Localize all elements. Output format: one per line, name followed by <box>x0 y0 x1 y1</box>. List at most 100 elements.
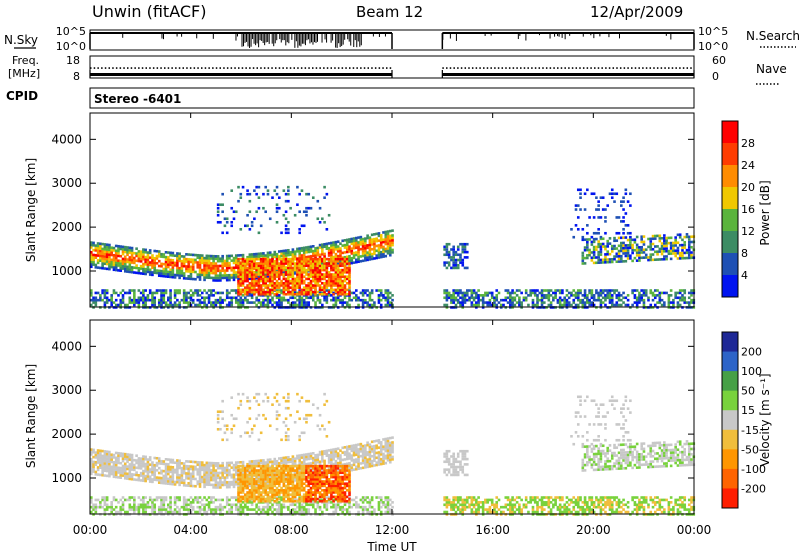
scatter-cell <box>332 243 335 247</box>
scatter-cell <box>114 510 118 514</box>
scatter-cell <box>651 258 655 262</box>
scatter-cell <box>207 269 211 272</box>
cpid-label: CPID <box>6 89 38 103</box>
scatter-cell <box>191 477 195 481</box>
scatter-cell <box>189 260 193 264</box>
scatter-cell <box>595 245 598 249</box>
scatter-cell <box>162 294 166 297</box>
scatter-cell <box>257 271 261 274</box>
scatter-cell <box>196 275 200 279</box>
scatter-cell <box>622 200 625 203</box>
scatter-cell <box>225 503 229 507</box>
scatter-cell <box>203 496 206 499</box>
scatter-cell <box>463 256 467 259</box>
scatter-cell <box>291 277 295 281</box>
scatter-cell <box>377 248 381 252</box>
scatter-cell <box>94 451 98 454</box>
scatter-cell <box>160 459 163 463</box>
scatter-cell <box>225 257 229 260</box>
scatter-cell <box>110 260 113 264</box>
scatter-cell <box>99 296 102 300</box>
scatter-cell <box>626 244 630 247</box>
scatter-cell <box>538 298 542 302</box>
scatter-cell <box>574 208 578 211</box>
scatter-cell <box>459 242 462 246</box>
scatter-cell <box>225 261 229 265</box>
scatter-cell <box>302 256 306 259</box>
scatter-cell <box>687 301 691 304</box>
scatter-cell <box>244 264 247 268</box>
scatter-cell <box>287 192 290 196</box>
scatter-cell <box>210 276 213 280</box>
scatter-cell <box>382 240 385 244</box>
scatter-cell <box>629 231 632 235</box>
scatter-cell <box>126 267 129 271</box>
scatter-cell <box>590 303 594 307</box>
scatter-cell <box>266 303 270 307</box>
scatter-cell <box>223 224 227 228</box>
scatter-cell <box>268 271 272 274</box>
scatter-cell <box>565 301 569 304</box>
scatter-cell <box>282 264 286 268</box>
scatter-cell <box>384 289 388 292</box>
scatter-cell <box>334 266 338 270</box>
scatter-cell <box>182 481 186 485</box>
scatter-cell <box>375 254 378 257</box>
scatter-cell <box>246 493 249 496</box>
scatter-cell <box>375 289 378 292</box>
scatter-cell <box>253 262 256 265</box>
scatter-cell <box>142 508 145 511</box>
scatter-cell <box>341 264 345 268</box>
scatter-cell <box>144 250 147 254</box>
scatter-cell <box>649 258 653 262</box>
scatter-cell <box>232 424 236 428</box>
scatter-cell <box>608 260 612 264</box>
scatter-cell <box>94 503 98 507</box>
scatter-cell <box>214 486 218 489</box>
scatter-cell <box>268 217 272 221</box>
scatter-cell <box>176 257 179 260</box>
scatter-cell <box>151 273 154 277</box>
scatter-cell <box>205 254 209 258</box>
scatter-cell <box>244 268 247 272</box>
scatter-cell <box>105 455 109 458</box>
scatter-cell <box>101 262 104 265</box>
scatter-cell <box>361 294 365 297</box>
scatter-cell <box>597 253 600 257</box>
scatter-cell <box>264 298 268 302</box>
scatter-cell <box>583 192 587 196</box>
scatter-cell <box>314 264 317 268</box>
scatter-cell <box>488 291 492 295</box>
scatter-cell <box>257 461 261 465</box>
scatter-cell <box>379 236 383 240</box>
scatter-cell <box>121 247 125 251</box>
scatter-cell <box>99 259 102 262</box>
scatter-cell <box>307 286 311 289</box>
scatter-cell <box>171 465 175 469</box>
scatter-cell <box>101 291 104 295</box>
scatter-cell <box>212 464 215 467</box>
scatter-cell <box>219 220 222 224</box>
scatter-cell <box>151 303 154 307</box>
scatter-cell <box>167 251 170 254</box>
scatter-cell <box>264 303 268 307</box>
scatter-cell <box>133 478 136 481</box>
scatter-cell <box>339 286 342 289</box>
scatter-cell <box>366 234 369 238</box>
scatter-cell <box>203 510 206 514</box>
scatter-cell <box>214 483 218 487</box>
scatter-cell <box>660 236 664 240</box>
scatter-cell <box>225 427 229 431</box>
scatter-cell <box>676 246 680 250</box>
scatter-cell <box>221 469 224 472</box>
scatter-cell <box>633 289 637 292</box>
scatter-cell <box>257 269 261 273</box>
scatter-cell <box>191 258 195 262</box>
scatter-cell <box>248 301 252 304</box>
scatter-cell <box>126 455 129 459</box>
scatter-cell <box>101 259 104 263</box>
scatter-cell <box>463 291 467 295</box>
scatter-cell <box>121 474 125 477</box>
scatter-cell <box>330 277 333 281</box>
scatter-cell <box>450 256 453 259</box>
